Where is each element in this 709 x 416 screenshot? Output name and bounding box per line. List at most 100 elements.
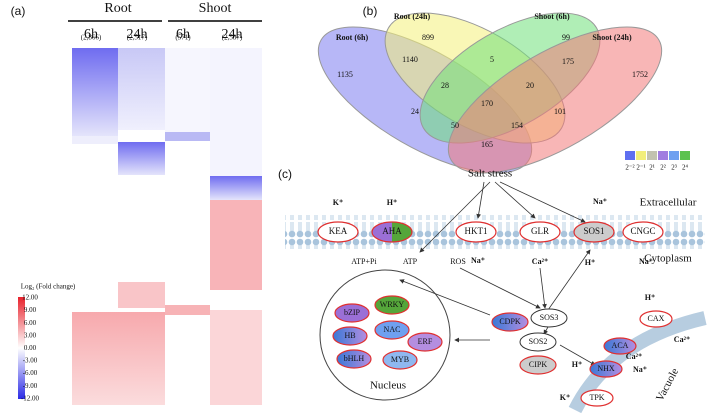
scale-tick-label: 6.00: [24, 319, 37, 327]
metabolite: ROS: [450, 257, 466, 266]
ion: Na⁺: [639, 257, 653, 266]
transporter-label: GLR: [531, 226, 549, 236]
heat-block: [165, 48, 210, 132]
factor-label: WRKY: [380, 300, 405, 309]
kinase-label: SOS3: [540, 313, 559, 322]
region-count: 1140: [402, 55, 418, 64]
venn-legend: 2⁻² 2⁻¹ 2¹ 2² 2³ 2⁴: [625, 151, 690, 172]
ion: H⁺: [572, 360, 582, 369]
kinase: [519, 355, 557, 375]
region-count: 50: [451, 121, 459, 130]
transporter: [371, 221, 413, 243]
vacuole-label: Vacuole: [654, 366, 681, 403]
legend-label: 2⁴: [682, 164, 689, 172]
legend-swatch: [669, 151, 679, 160]
column-header: 6h: [84, 27, 98, 42]
transporter: [317, 221, 359, 243]
kinase: [519, 332, 557, 352]
legend-label: 2³: [671, 164, 677, 172]
arrow: [547, 249, 591, 311]
ion: Ca²⁺: [674, 335, 690, 344]
scale-title: Log₂ (Fold change): [21, 283, 76, 291]
vacuole-transporter: [589, 360, 623, 378]
ion: Ca²⁺: [532, 257, 548, 266]
region-count: 20: [526, 81, 534, 90]
nucleus-label: Nucleus: [370, 380, 406, 392]
panel-a: (a) Root Shoot 6h(2,866) 24h(2,517) 6h(571…: [11, 1, 262, 405]
transcription-factor: [374, 295, 410, 315]
set-label: Root (24h): [394, 12, 431, 21]
region-count: 5: [490, 55, 494, 64]
transporter: [573, 221, 615, 243]
scale-tick-label: -3.00: [23, 357, 38, 365]
heat-block: [210, 48, 262, 176]
region-count: 175: [562, 57, 574, 66]
set-label: Root (6h): [336, 33, 369, 42]
set-label: Shoot (6h): [534, 12, 570, 21]
legend-swatch: [636, 151, 646, 160]
scale-tick-label: 9.00: [24, 306, 37, 314]
factor-label: bHLH: [344, 354, 365, 363]
ion: Na⁺: [593, 197, 607, 206]
set-label: Shoot (24h): [592, 33, 632, 42]
transcription-factor: [336, 349, 372, 369]
transporter: [519, 221, 561, 243]
factor-label: NAC: [384, 325, 401, 334]
scale-tick-label: -12.00: [21, 394, 40, 402]
legend-swatch: [680, 151, 690, 160]
stimulus: Salt stress: [468, 168, 512, 180]
heat-block: [72, 136, 118, 144]
panel-c: (c) Salt stress Extracellular Cytoplasm …: [278, 167, 707, 414]
ion: H⁺: [585, 258, 595, 267]
vacuole-transporter-label: TPK: [589, 393, 604, 402]
legend-label: 2²: [660, 164, 666, 172]
scale-tick-label: 3.00: [24, 331, 37, 339]
transcription-factor: [407, 332, 443, 352]
arrow: [539, 267, 547, 309]
group-label: Root: [104, 1, 131, 16]
ion: Na⁺: [471, 256, 485, 265]
legend-label: 2⁻¹: [636, 164, 645, 172]
region-count: 101: [554, 107, 566, 116]
kinase: [530, 308, 568, 328]
pathway: KEA AHA HKT1 GLR SOS1 CNGC K⁺ H⁺ Na⁺ Ca²⁺ Na⁺ H⁺ Na⁺…: [317, 197, 690, 407]
column-header: 24h: [222, 27, 243, 42]
column-header: 6h: [176, 27, 190, 42]
region-count: 154: [511, 121, 523, 130]
heat-block: [165, 305, 210, 315]
factor-label: MYB: [391, 355, 409, 364]
panel-label: (c): [278, 167, 292, 181]
vacuole-transporter: [639, 310, 673, 328]
ion: H⁺: [645, 293, 655, 302]
column-count: (2,866): [81, 34, 102, 42]
metabolite: ATP+Pi: [351, 257, 377, 266]
transcription-factor: [332, 326, 368, 346]
kinase-label: SOS2: [529, 337, 548, 346]
heat-block: [118, 48, 165, 130]
scale-tick-label: 12.00: [22, 294, 38, 302]
region-count: 170: [481, 99, 493, 108]
vacuole-transporter: [603, 337, 637, 355]
region-count: 1752: [632, 70, 648, 79]
transporter-label: KEA: [329, 226, 348, 236]
column-headers: 6h(2,866) 24h(2,517) 6h(571) 24h(2,587): [81, 27, 243, 42]
compartment: Cytoplasm: [644, 253, 692, 265]
legend-swatch: [647, 151, 657, 160]
heat-block: [210, 200, 262, 290]
transporter: [622, 221, 664, 243]
ion: K⁺: [560, 393, 570, 402]
ion: Na⁺: [633, 365, 647, 374]
region-count: 1135: [337, 70, 353, 79]
transporter-label: SOS1: [583, 226, 604, 236]
scale-tick-label: 0.00: [24, 344, 37, 352]
factor-label: bZIP: [344, 308, 361, 317]
heat-block: [165, 132, 210, 141]
arrow: [419, 181, 491, 253]
transcription-factor: [334, 303, 370, 323]
scale-ticks: 12.00 9.00 6.00 3.00 0.00 -3.00 -6.00 -9.00 -12.…: [21, 294, 40, 403]
heat-block: [118, 142, 165, 175]
region-count: 28: [441, 81, 449, 90]
arrow: [559, 344, 596, 366]
column-header: 24h: [127, 27, 148, 42]
